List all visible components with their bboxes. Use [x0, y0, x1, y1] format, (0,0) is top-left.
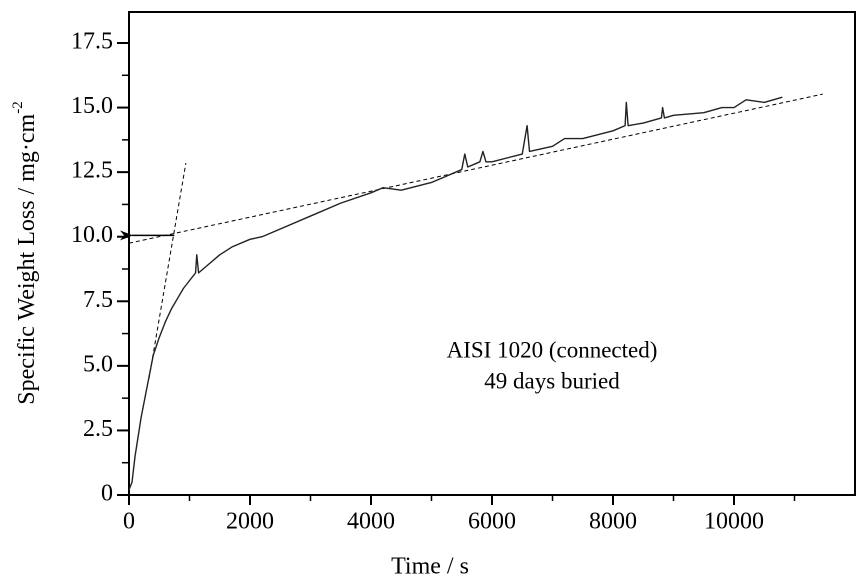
x-axis-label: Time / s	[391, 554, 469, 580]
fit-line	[128, 93, 823, 244]
y-tick-label: 12.5	[71, 158, 113, 184]
y-axis-label-text: Specific Weight Loss / mg·cm	[14, 113, 40, 404]
fit-line	[148, 163, 187, 379]
y-tick-label: 0	[101, 481, 113, 507]
data-line	[128, 96, 783, 491]
y-axis-label-superscript: -2	[10, 101, 26, 114]
y-axis-label: Specific Weight Loss / mg·cm-2	[10, 101, 39, 404]
y-tick-label: 5.0	[83, 351, 113, 377]
x-tick-label: 0	[123, 509, 135, 535]
y-tick-label: 15.0	[71, 93, 113, 119]
annotation: AISI 1020 (connected)	[447, 337, 658, 362]
annotation: 49 days buried	[484, 368, 620, 393]
x-tick-label: 2000	[226, 509, 274, 535]
x-tick-label: 6000	[468, 509, 516, 535]
y-tick-label: 17.5	[71, 28, 113, 54]
y-tick-label: 10.0	[71, 222, 113, 248]
y-tick-label: 7.5	[83, 287, 113, 313]
x-tick-label: 4000	[347, 509, 395, 535]
x-tick-label: 8000	[589, 509, 637, 535]
plot-frame	[128, 11, 856, 496]
y-tick-label: 2.5	[83, 416, 113, 442]
x-tick-label: 10000	[704, 509, 764, 535]
